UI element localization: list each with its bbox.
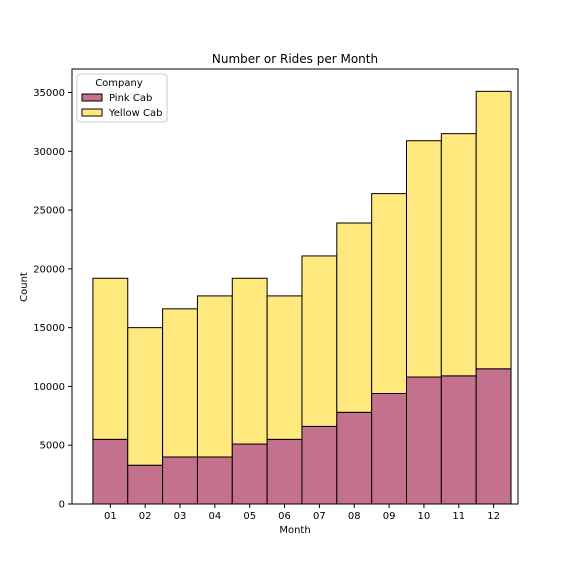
axes-frame	[71, 68, 519, 505]
bar-yellow-cab-04	[196, 295, 233, 458]
bar-yellow-cab-10	[406, 140, 442, 378]
bar-pink-cab-01	[92, 438, 129, 505]
legend: Company Pink Cab Yellow Cab	[76, 73, 168, 123]
bar-yellow-cab-05	[231, 277, 268, 445]
x-tick-label: 06	[278, 511, 291, 522]
y-tick-label: 30000	[33, 147, 65, 158]
bar-yellow-cab-08	[336, 222, 373, 413]
bar-yellow-cab-07	[301, 255, 338, 427]
x-tick-label: 05	[243, 511, 256, 522]
bar-pink-cab-12	[475, 368, 512, 505]
plot-area: 01 02 03 04 05 06 07 08 09 10 11 12 0 5000 10000 15000 2…	[33, 68, 519, 522]
x-tick-label: 10	[418, 511, 431, 522]
bar-pink-cab-02	[127, 464, 164, 505]
legend-label-yellow-cab: Yellow Cab	[108, 108, 162, 119]
x-tick-label: 02	[139, 511, 152, 522]
x-tick-label: 08	[348, 511, 361, 522]
bar-yellow-cab-03	[162, 308, 198, 458]
x-tick-label: 07	[313, 511, 326, 522]
bar-pink-cab-10	[406, 376, 442, 505]
y-tick-label: 20000	[33, 264, 65, 275]
bar-pink-cab-04	[196, 456, 233, 505]
y-tick-label: 10000	[33, 382, 65, 393]
bar-yellow-cab-01	[92, 277, 129, 440]
legend-title: Company	[95, 78, 143, 89]
x-tick-label: 11	[452, 511, 465, 522]
bar-pink-cab-05	[231, 443, 268, 505]
bar-pink-cab-03	[162, 456, 198, 505]
bar-yellow-cab-06	[266, 295, 303, 440]
bar-pink-cab-06	[266, 438, 303, 505]
legend-swatch-pink-cab	[81, 93, 103, 102]
x-axis-label: Month	[279, 525, 310, 536]
chart-title: Number or Rides per Month	[212, 52, 378, 66]
x-tick-label: 04	[208, 511, 221, 522]
y-tick-label: 0	[59, 500, 65, 511]
x-tick-label: 09	[383, 511, 396, 522]
y-tick-label: 5000	[40, 441, 65, 452]
x-tick-label: 01	[104, 511, 117, 522]
bar-pink-cab-08	[336, 411, 373, 505]
bar-pink-cab-07	[301, 425, 338, 505]
y-tick-label: 15000	[33, 323, 65, 334]
bar-pink-cab-11	[440, 375, 477, 505]
bar-pink-cab-09	[371, 392, 407, 505]
bar-yellow-cab-02	[127, 327, 164, 466]
legend-label-pink-cab: Pink Cab	[109, 93, 152, 104]
bar-yellow-cab-11	[440, 133, 477, 377]
bar-yellow-cab-12	[475, 90, 512, 370]
bar-yellow-cab-09	[371, 193, 407, 394]
x-tick-label: 12	[487, 511, 500, 522]
x-tick-label: 03	[174, 511, 187, 522]
y-tick-label: 25000	[33, 206, 65, 217]
y-axis-label: Count	[19, 272, 30, 302]
legend-swatch-yellow-cab	[81, 108, 103, 117]
y-tick-label: 35000	[33, 88, 65, 99]
